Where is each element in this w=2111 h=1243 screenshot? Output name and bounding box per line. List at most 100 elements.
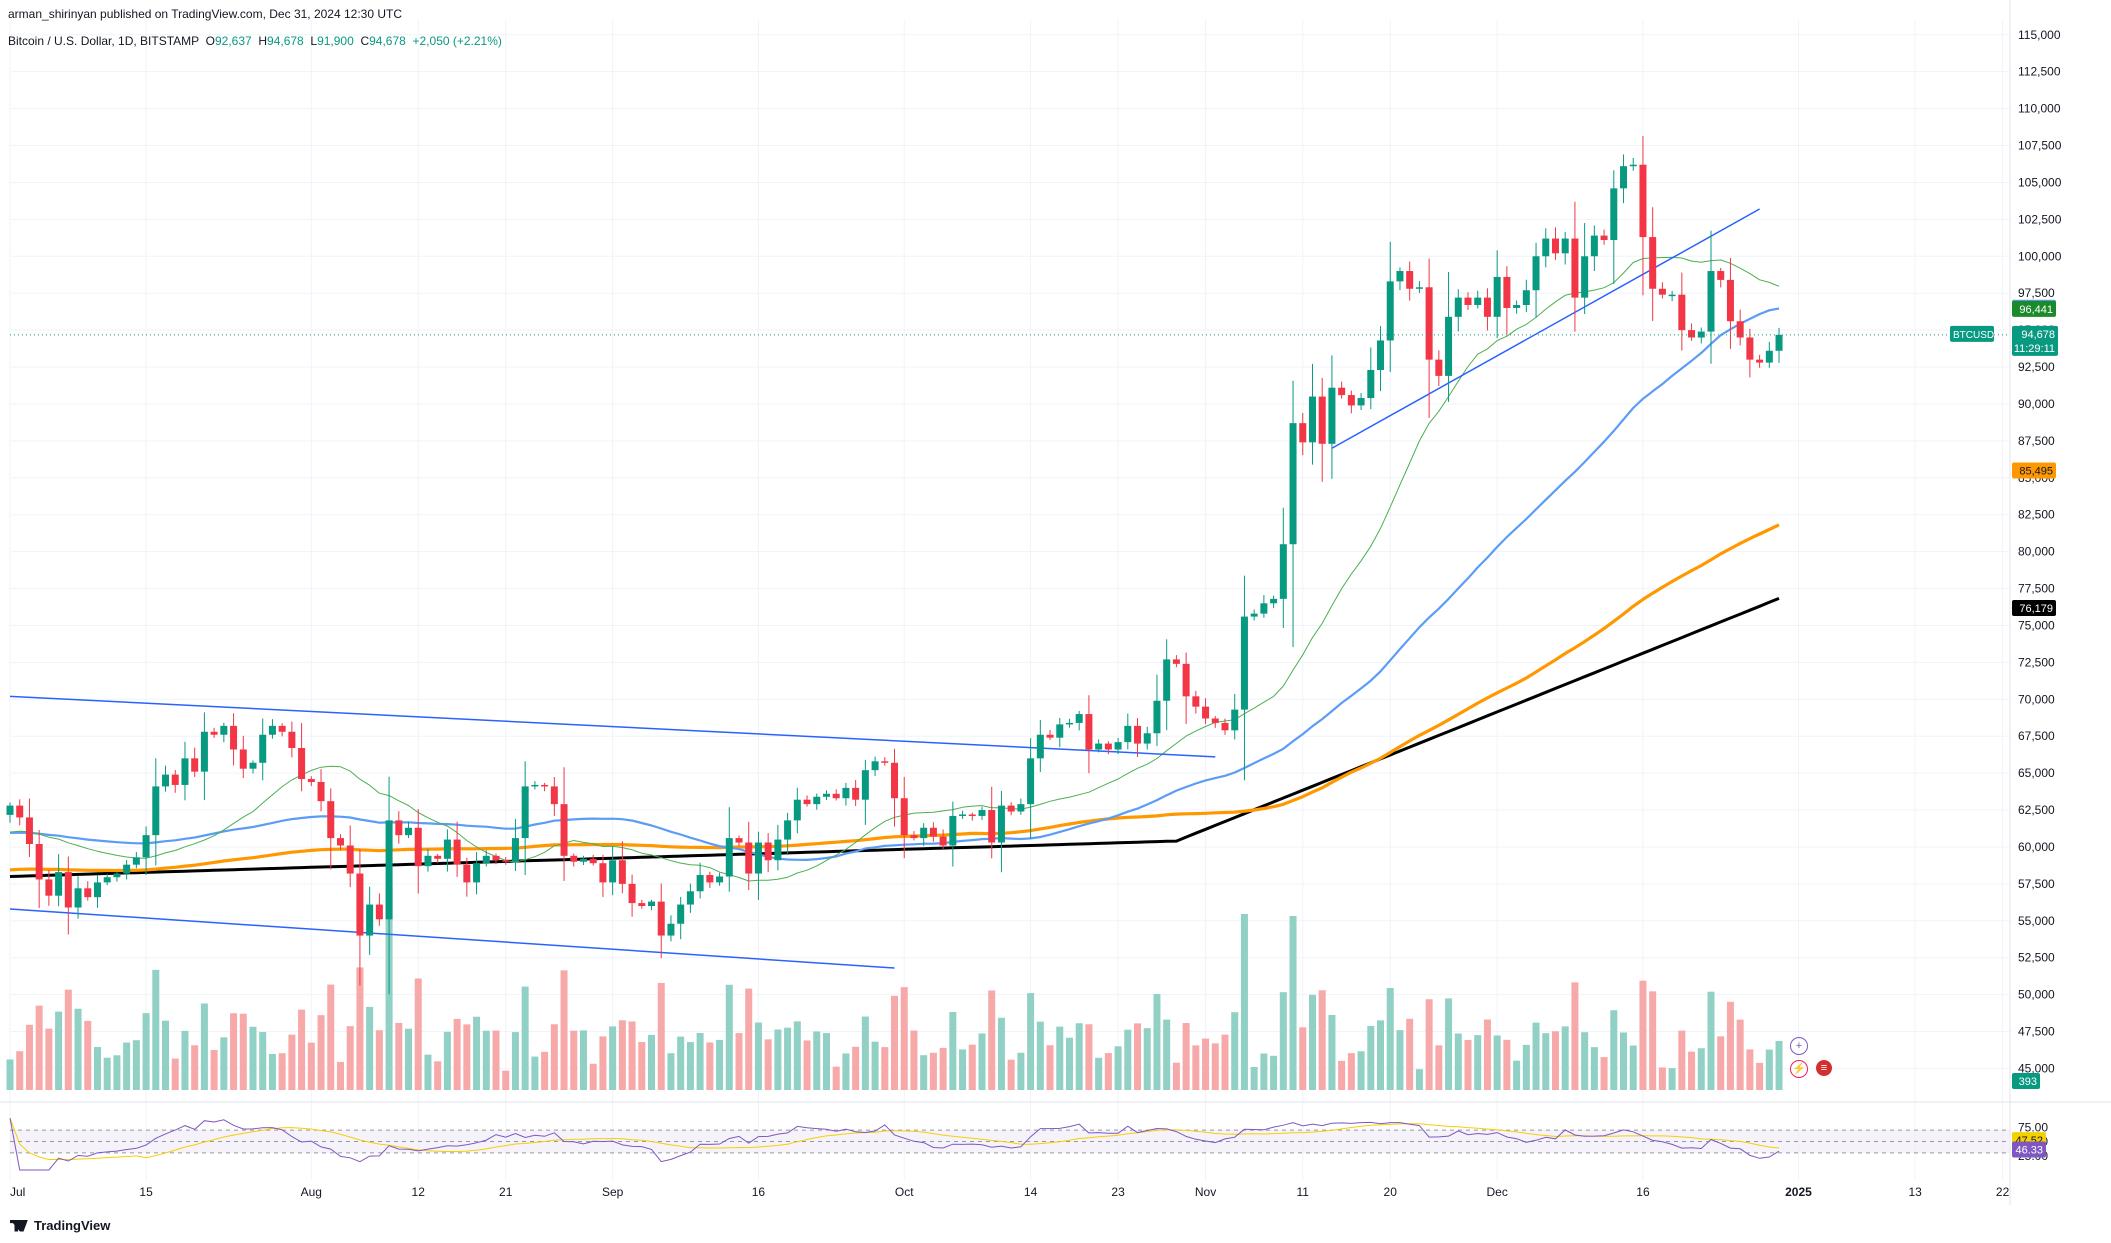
volume-bar <box>1211 1043 1219 1090</box>
candle-body <box>1746 337 1754 360</box>
candle-body <box>638 903 646 907</box>
candle-body <box>667 923 675 936</box>
candle-body <box>434 855 442 859</box>
tradingview-logo-icon <box>10 1219 28 1232</box>
ma100-value-badge: 85,495 <box>2019 465 2053 477</box>
candle-body <box>1522 290 1530 306</box>
candle-body <box>74 888 82 908</box>
volume-bar <box>735 1033 743 1090</box>
ma20-value-badge-bg <box>2012 300 2056 317</box>
candle-body <box>1046 734 1054 738</box>
candle-body <box>1610 188 1618 241</box>
volume-bar <box>162 1020 170 1090</box>
candle-body <box>725 838 733 877</box>
candle-body <box>1678 294 1686 331</box>
lightning-icon[interactable]: ⚡ <box>1790 1060 1808 1078</box>
candle-body <box>1036 734 1044 759</box>
price-tick-label: 57,500 <box>2018 877 2055 891</box>
candle-body <box>822 793 830 797</box>
volume-bar <box>754 1022 762 1090</box>
volume-bar <box>113 1055 121 1090</box>
candle-body <box>696 875 704 892</box>
candle-body <box>754 842 762 874</box>
candle-body <box>968 814 976 816</box>
candle-body <box>1717 271 1725 280</box>
candle-body <box>1386 281 1394 341</box>
add-alert-icon[interactable]: + <box>1790 1037 1808 1055</box>
volume-bar <box>871 1041 879 1090</box>
candle-body <box>35 844 43 880</box>
candle-body <box>541 784 549 787</box>
price-tick-label: 75,000 <box>2018 618 2055 632</box>
volume-bar <box>132 1040 140 1090</box>
volume-bar <box>1522 1044 1530 1090</box>
candle-body <box>813 796 821 805</box>
volume-bar <box>1231 1012 1239 1090</box>
candle-body <box>1620 166 1628 189</box>
volume-bar <box>803 1040 811 1090</box>
volume-bar <box>1240 913 1248 1090</box>
volume-bar <box>1124 1029 1132 1090</box>
candle-body <box>288 731 296 749</box>
candle-body <box>443 839 451 859</box>
volume-bar <box>997 1017 1005 1090</box>
volume-bar <box>1746 1049 1754 1090</box>
candle-body <box>1202 706 1210 719</box>
time-tick-label: 22 <box>1996 1185 2010 1199</box>
candle-body <box>103 877 111 883</box>
volume-bar <box>1513 1060 1521 1090</box>
volume-bar <box>1474 1035 1482 1090</box>
candle-body <box>1688 330 1696 338</box>
candle-body <box>1124 725 1132 743</box>
volume-bar <box>453 1018 461 1090</box>
candle-body <box>1153 700 1161 734</box>
volume-bar <box>1308 994 1316 1090</box>
candle-body <box>1299 423 1307 443</box>
volume-bar <box>1561 1026 1569 1090</box>
volume-bar <box>1134 1023 1142 1090</box>
time-tick-label: 15 <box>139 1185 153 1199</box>
candle-body <box>1765 350 1773 363</box>
volume-bar <box>696 1032 704 1090</box>
volume-bar <box>1425 999 1433 1090</box>
candle-body <box>997 805 1005 843</box>
volume-bar <box>959 1049 967 1090</box>
volume-bar <box>317 1015 325 1090</box>
time-tick-label: 11 <box>1297 1185 1310 1199</box>
candle-body <box>1095 743 1103 750</box>
price-tick-label: 82,500 <box>2018 508 2055 522</box>
price-tick-label: 92,500 <box>2018 360 2055 374</box>
candle-body <box>230 725 238 750</box>
time-tick-label: 13 <box>1908 1185 1922 1199</box>
ma200-line <box>9 597 1780 878</box>
candle-body <box>1163 659 1171 701</box>
volume-value-badge-bg <box>2012 1073 2040 1089</box>
close-value: 94,678 <box>369 34 406 48</box>
time-tick-label: 20 <box>1384 1185 1398 1199</box>
volume-bar <box>1085 1024 1093 1090</box>
candle-body <box>55 872 63 896</box>
candle-body <box>1629 164 1637 167</box>
volume-bar <box>706 1042 714 1090</box>
volume-bar <box>1367 1025 1375 1090</box>
last-price-badge: 94,678 <box>2021 329 2055 341</box>
candle-body <box>1377 340 1385 370</box>
flag-icon[interactable]: ≡ <box>1816 1060 1832 1076</box>
volume-bar <box>268 1053 276 1090</box>
volume-bar <box>1114 1046 1122 1090</box>
price-tick-label: 80,000 <box>2018 545 2055 559</box>
candle-body <box>1221 722 1229 731</box>
candle-body <box>1308 396 1316 443</box>
volume-bar <box>929 1052 937 1090</box>
volume-bar <box>1775 1040 1783 1090</box>
candle-body <box>618 860 626 884</box>
volume-bar <box>1192 1045 1200 1090</box>
volume-bar <box>1046 1045 1054 1090</box>
volume-bar <box>939 1047 947 1090</box>
candle-body <box>784 820 792 840</box>
volume-bar <box>1017 1052 1025 1090</box>
volume-bar <box>1435 1045 1443 1090</box>
volume-bar <box>1639 980 1647 1090</box>
volume-bar <box>375 1030 383 1090</box>
